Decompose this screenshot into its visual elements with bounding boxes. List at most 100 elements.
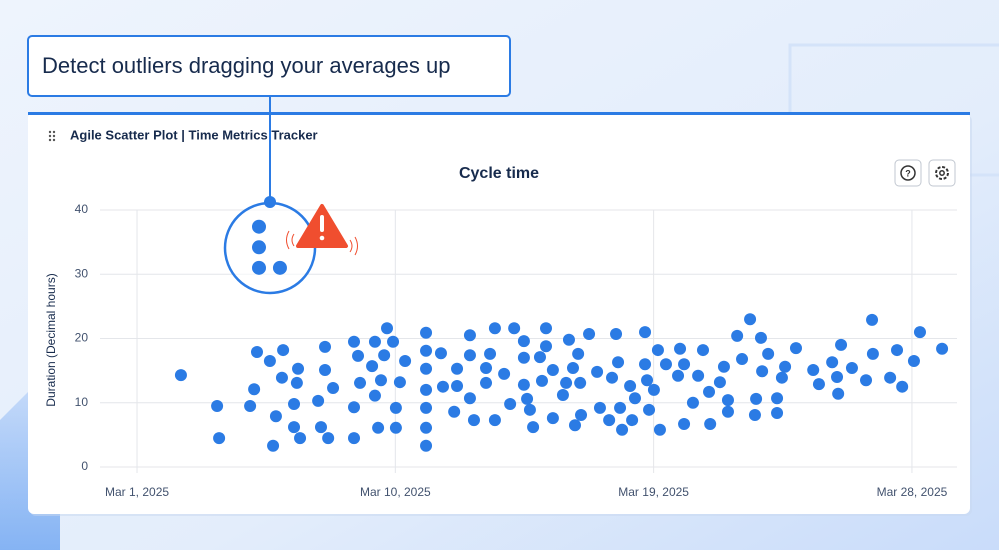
- drag-handle[interactable]: [48, 130, 56, 142]
- data-point: [420, 362, 433, 375]
- data-point: [754, 331, 767, 344]
- data-point: [484, 347, 497, 360]
- data-point: [354, 376, 367, 389]
- data-point: [312, 394, 325, 407]
- data-point: [696, 344, 709, 357]
- y-tick-label: 40: [75, 202, 89, 216]
- data-point: [610, 328, 623, 341]
- data-point: [703, 385, 716, 398]
- data-point: [389, 421, 402, 434]
- data-point: [575, 408, 588, 421]
- data-point: [420, 439, 433, 452]
- x-tick-label: Mar 28, 2025: [877, 485, 948, 499]
- data-point: [771, 407, 784, 420]
- card-border: [28, 112, 970, 115]
- data-point: [626, 414, 639, 427]
- data-point: [775, 371, 788, 384]
- data-point: [420, 344, 433, 357]
- data-point: [845, 362, 858, 375]
- data-point: [616, 423, 629, 436]
- data-point: [174, 369, 187, 382]
- data-point: [789, 342, 802, 355]
- data-point: [420, 326, 433, 339]
- data-point: [517, 335, 530, 348]
- data-point: [744, 313, 757, 326]
- data-point: [641, 374, 654, 387]
- data-point: [647, 383, 660, 396]
- data-point: [566, 362, 579, 375]
- data-point: [272, 260, 287, 275]
- data-point: [860, 374, 873, 387]
- y-axis-label: Duration (Decimal hours): [44, 273, 58, 406]
- data-point: [250, 345, 263, 358]
- data-point: [352, 349, 365, 362]
- data-point: [451, 380, 464, 393]
- callout-dot: [264, 196, 276, 208]
- data-point: [659, 358, 672, 371]
- callout-text: Detect outliers dragging your averages u…: [42, 53, 450, 78]
- card-title: Agile Scatter Plot | Time Metrics Tracke…: [70, 127, 318, 142]
- data-point: [628, 392, 641, 405]
- data-point: [560, 376, 573, 389]
- data-point: [463, 349, 476, 362]
- data-point: [574, 376, 587, 389]
- data-point: [603, 414, 616, 427]
- data-point: [399, 354, 412, 367]
- data-point: [612, 356, 625, 369]
- data-point: [517, 378, 530, 391]
- data-point: [593, 401, 606, 414]
- data-point: [540, 340, 553, 353]
- data-point: [674, 342, 687, 355]
- data-point: [420, 383, 433, 396]
- callout-box: [27, 35, 511, 97]
- data-point: [562, 333, 575, 346]
- data-point: [866, 347, 879, 360]
- data-point: [762, 347, 775, 360]
- data-point: [378, 349, 391, 362]
- data-point: [583, 328, 596, 341]
- data-point: [812, 378, 825, 391]
- data-point: [451, 362, 464, 375]
- y-tick-label: 30: [75, 266, 89, 280]
- plot: 0 10 20 30 40 Mar 1, 2025 Mar 10, 2025 Mar 19, …: [75, 202, 957, 499]
- data-point: [692, 369, 705, 382]
- data-point: [389, 401, 402, 414]
- data-point: [269, 410, 282, 423]
- data-point: [244, 399, 257, 412]
- data-point: [704, 417, 717, 430]
- data-point: [277, 344, 290, 357]
- data-point: [936, 342, 949, 355]
- data-point: [267, 439, 280, 452]
- data-point: [504, 398, 517, 411]
- data-point: [568, 419, 581, 432]
- data-point: [480, 362, 493, 375]
- data-point: [252, 260, 267, 275]
- settings-button[interactable]: [928, 159, 956, 187]
- data-point: [322, 432, 335, 445]
- data-point: [348, 335, 361, 348]
- data-point: [672, 369, 685, 382]
- data-point: [319, 340, 332, 353]
- data-point: [721, 394, 734, 407]
- data-point: [721, 405, 734, 418]
- data-point: [591, 365, 604, 378]
- data-point: [546, 363, 559, 376]
- data-point: [488, 322, 501, 335]
- data-point: [387, 335, 400, 348]
- data-point: [527, 421, 540, 434]
- data-point: [327, 381, 340, 394]
- data-point: [290, 376, 303, 389]
- data-point: [263, 354, 276, 367]
- data-point: [319, 363, 332, 376]
- data-point: [572, 347, 585, 360]
- data-point: [252, 240, 267, 255]
- data-point: [393, 376, 406, 389]
- help-button[interactable]: ?: [894, 159, 922, 187]
- data-point: [436, 380, 449, 393]
- data-point: [420, 401, 433, 414]
- y-tick-label: 20: [75, 331, 89, 345]
- data-point: [248, 383, 261, 396]
- y-tick-label: 10: [75, 395, 89, 409]
- data-point: [826, 356, 839, 369]
